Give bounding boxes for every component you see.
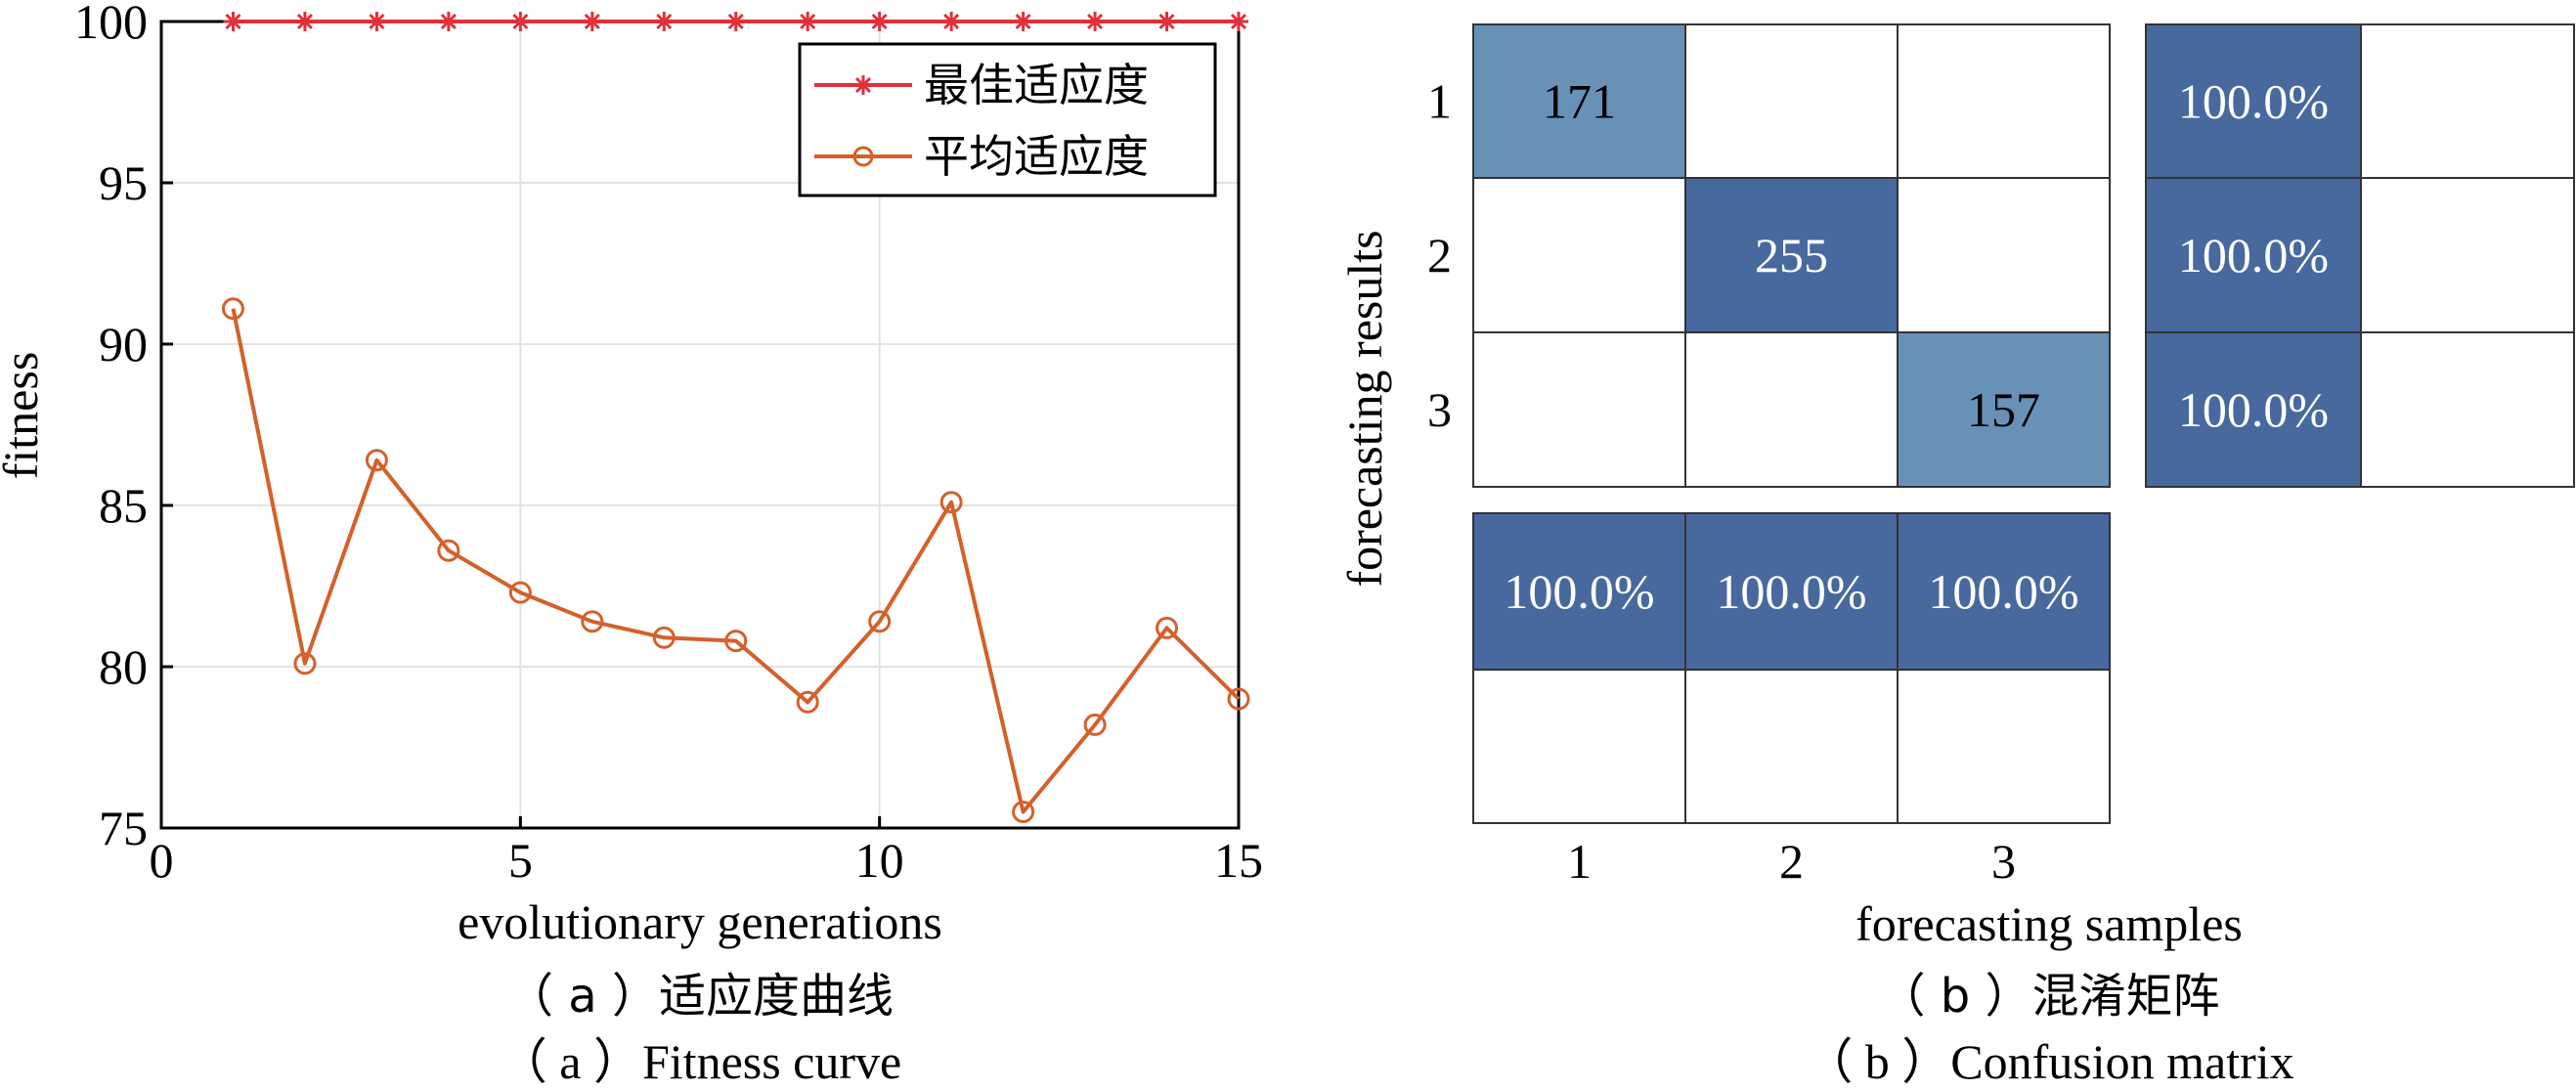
y-tick-label: 100 [74, 0, 148, 49]
caption-a-en: （ a ）Fitness curve [499, 1034, 901, 1089]
row-summary-column: 100.0% 100.0% 100.0% [2145, 23, 2575, 488]
matrix-cell [1684, 177, 1899, 333]
average-fitness-point [939, 491, 963, 514]
row-summary-cell [2145, 23, 2362, 179]
y-tick-label: 80 [99, 639, 148, 694]
best-fitness-point [1229, 12, 1248, 31]
y-tick-label: 75 [99, 801, 148, 855]
column-summary-row: 100.0% 100.0% 100.0% [1472, 512, 2111, 824]
caption-b-en: （ b ）Confusion matrix [1804, 1034, 2293, 1089]
average-fitness-point [652, 626, 676, 649]
x-axis-label: forecasting samples [1856, 896, 2243, 951]
series-group [221, 12, 1250, 823]
average-fitness-line [231, 308, 1241, 814]
x-axis-label: evolutionary generations [458, 894, 942, 949]
best-fitness-point [869, 12, 890, 31]
legend-best-marker [853, 75, 873, 95]
average-fitness-point [1227, 687, 1250, 711]
average-fitness-point [724, 630, 748, 653]
x-tick-label: 15 [1214, 833, 1263, 888]
legend: 最佳适应度 平均适应度 [798, 42, 1217, 197]
best-fitness-point [654, 12, 675, 31]
row-summary-empty-cell [2360, 331, 2575, 488]
matrix-cell [1684, 23, 1899, 179]
column-summary-empty-cell [1897, 669, 2111, 824]
legend-avg-marker [852, 146, 874, 167]
confusion-matrix: 171 255 157 [1472, 23, 2111, 488]
legend-avg-label: 平均适应度 [924, 130, 1149, 183]
row-summary-cell [2145, 177, 2362, 333]
legend-best-label: 最佳适应度 [924, 59, 1149, 111]
fitness-curve-panel: 0 5 10 15 75 80 85 90 95 100 evolutionary generat… [0, 0, 1263, 1089]
average-fitness-point [1083, 713, 1107, 736]
best-fitness-point [1013, 12, 1033, 31]
average-fitness-point [796, 690, 819, 714]
x-tick-label: 10 [855, 833, 904, 888]
column-summary-value: 100.0% [1928, 564, 2078, 619]
matrix-tick-labels: 1 2 3 1 2 3 [1427, 74, 2016, 890]
best-fitness-point [510, 12, 531, 31]
matrix-cell [1897, 23, 2111, 179]
column-summary-empty-cell [1472, 669, 1686, 824]
y-tick-label: 85 [99, 478, 148, 533]
y-axis-label: fitness [0, 352, 48, 480]
matrix-cell [1472, 23, 1686, 179]
y-tick-label: 95 [99, 155, 148, 210]
average-fitness-point [437, 539, 460, 562]
caption-b-cn: （ b ）混淆矩阵 [1879, 969, 2220, 1024]
matrix-cell [1472, 177, 1686, 333]
x-tick-label: 5 [508, 833, 533, 888]
column-summary-empty-cell [1684, 669, 1899, 824]
x-tick-label: 0 [150, 833, 174, 888]
matrix-cell [1897, 177, 2111, 333]
average-fitness-point [581, 610, 604, 633]
matrix-cell [1684, 331, 1899, 488]
x-tick-label: 1 [1567, 834, 1592, 889]
row-summary-value: 100.0% [2178, 228, 2329, 283]
axis-ticks: 0 5 10 15 75 80 85 90 95 100 [74, 0, 1263, 888]
average-fitness-point [293, 652, 317, 676]
average-fitness-point [1156, 616, 1179, 639]
best-fitness-point [798, 12, 818, 31]
best-fitness-point [1085, 12, 1106, 31]
matrix-cell-value: 171 [1543, 74, 1616, 129]
average-fitness-point [1012, 801, 1035, 823]
y-tick-label: 3 [1427, 382, 1452, 437]
row-summary-empty-cell [2360, 177, 2575, 333]
column-summary-value: 100.0% [1716, 564, 1866, 619]
best-fitness-point [725, 12, 746, 31]
matrix-cell-value: 255 [1755, 228, 1828, 283]
best-fitness-point [223, 12, 243, 31]
average-fitness-point [365, 449, 388, 472]
column-summary-value: 100.0% [1504, 564, 1654, 619]
best-fitness-point [294, 12, 315, 31]
matrix-cell-value: 157 [1967, 382, 2040, 437]
legend-box [798, 42, 1217, 197]
average-fitness-point [508, 581, 532, 604]
y-tick-label: 2 [1427, 228, 1452, 283]
row-summary-value: 100.0% [2178, 74, 2329, 129]
row-summary-value: 100.0% [2178, 382, 2329, 437]
best-fitness-point [941, 12, 962, 31]
caption-a-cn: （ a ）适应度曲线 [506, 969, 894, 1024]
x-tick-label: 2 [1779, 834, 1804, 889]
y-axis-label: forecasting results [1337, 230, 1392, 587]
matrix-cell [1472, 331, 1686, 488]
best-fitness-point [582, 12, 602, 31]
best-fitness-point [1157, 12, 1177, 31]
average-fitness-point [868, 610, 892, 633]
y-tick-label: 90 [99, 317, 148, 371]
row-summary-empty-cell [2360, 23, 2575, 179]
average-fitness-point [221, 297, 244, 321]
best-fitness-point [367, 12, 387, 31]
best-fitness-point [438, 12, 458, 31]
column-summary-cell [1897, 512, 2111, 671]
matrix-cell [1897, 331, 2111, 488]
y-tick-label: 1 [1427, 74, 1452, 129]
x-tick-label: 3 [1991, 834, 2016, 889]
